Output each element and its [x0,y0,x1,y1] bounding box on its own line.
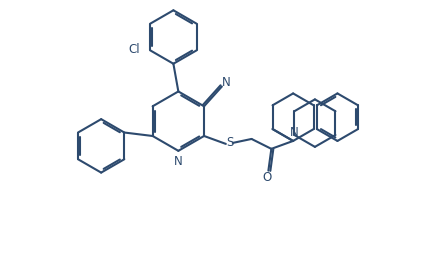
Text: S: S [226,136,233,149]
Text: N: N [290,126,299,139]
Text: Cl: Cl [129,43,140,56]
Text: N: N [222,76,230,89]
Text: N: N [174,155,183,168]
Text: O: O [263,171,272,184]
